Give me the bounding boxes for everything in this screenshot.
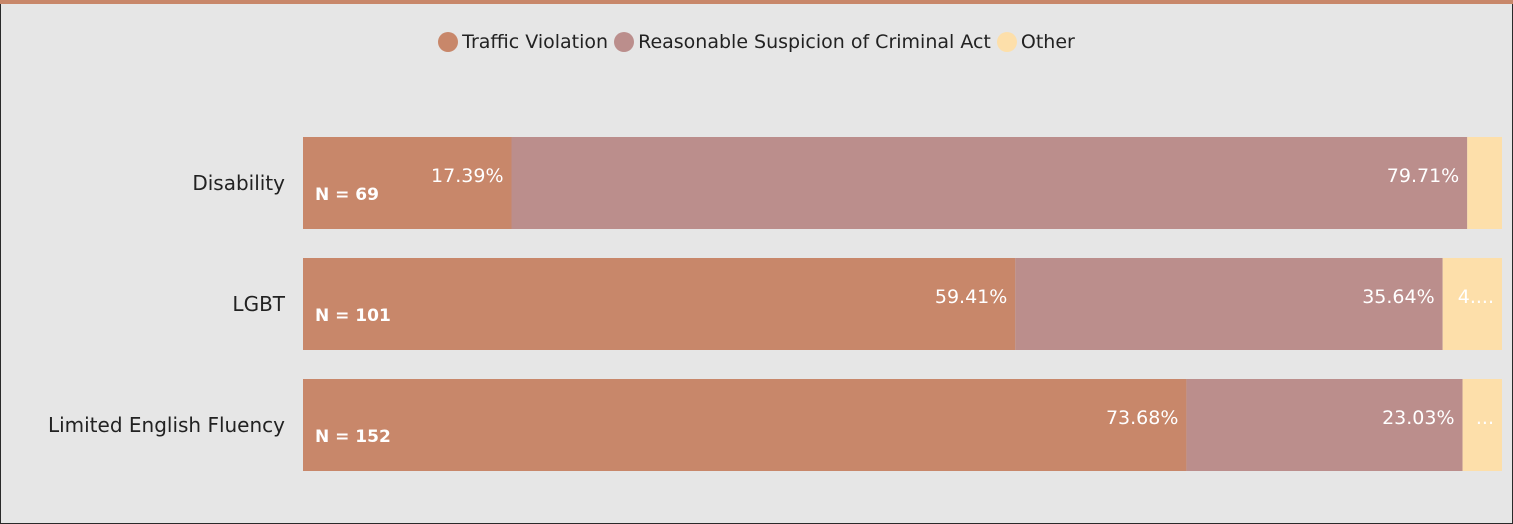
legend-label-reasonable-suspicion: Reasonable Suspicion of Criminal Act	[638, 31, 991, 53]
bar-segment-lgbt-other[interactable]	[1442, 258, 1502, 350]
data-label-disability-traffic-violation: 17.39%	[431, 165, 503, 187]
bar-segment-lgbt-reasonable-suspicion-of-criminal-act[interactable]	[1015, 258, 1443, 350]
legend-dot-traffic-violation	[438, 32, 459, 52]
data-label-disability-reasonable-suspicion-of-criminal-act: 79.71%	[1387, 165, 1459, 187]
data-label-lgbt-traffic-violation: 59.41%	[935, 286, 1007, 308]
bar-segment-disability-reasonable-suspicion-of-criminal-act[interactable]	[511, 137, 1468, 229]
bar-segment-limited-english-fluency-reasonable-suspicion-of-criminal-act[interactable]	[1186, 379, 1463, 471]
legend-dot-reasonable-suspicion	[614, 32, 635, 52]
legend-item-reasonable-suspicion[interactable]: Reasonable Suspicion of Criminal Act	[614, 31, 991, 53]
data-label-limited-english-fluency-reasonable-suspicion-of-criminal-act: 23.03%	[1382, 407, 1454, 429]
category-label-disability: Disability	[192, 171, 285, 195]
bar-segment-disability-traffic-violation[interactable]	[303, 137, 512, 229]
bar-segment-limited-english-fluency-other[interactable]	[1462, 379, 1502, 471]
data-label-limited-english-fluency-other: ...	[1476, 407, 1494, 429]
category-label-limited-english-fluency: Limited English Fluency	[48, 413, 285, 437]
chart-legend: Traffic Violation Reasonable Suspicion o…	[0, 31, 1513, 53]
data-label-lgbt-other: 4....	[1458, 286, 1494, 308]
bar-segment-disability-other[interactable]	[1467, 137, 1502, 229]
n-label-disability: N = 69	[315, 185, 379, 205]
legend-item-traffic-violation[interactable]: Traffic Violation	[438, 31, 608, 53]
top-accent-strip	[0, 0, 1513, 4]
n-label-lgbt: N = 101	[315, 306, 391, 326]
data-label-lgbt-reasonable-suspicion-of-criminal-act: 35.64%	[1362, 286, 1434, 308]
bar-segment-limited-english-fluency-traffic-violation[interactable]	[303, 379, 1187, 471]
n-label-limited-english-fluency: N = 152	[315, 427, 391, 447]
data-label-limited-english-fluency-traffic-violation: 73.68%	[1106, 407, 1178, 429]
bar-segment-lgbt-traffic-violation[interactable]	[303, 258, 1016, 350]
legend-label-traffic-violation: Traffic Violation	[462, 31, 609, 53]
legend-label-other: Other	[1020, 31, 1075, 53]
category-label-lgbt: LGBT	[232, 292, 285, 316]
legend-item-other[interactable]: Other	[996, 31, 1075, 53]
legend-dot-other	[996, 32, 1017, 52]
